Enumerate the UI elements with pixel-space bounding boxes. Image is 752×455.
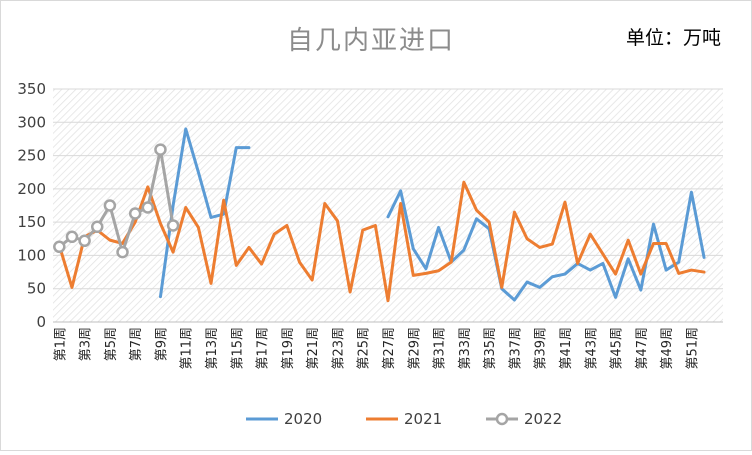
y-tick-label: 50 [27, 280, 46, 298]
x-tick-label: 第35周 [483, 327, 498, 370]
data-point [78, 234, 91, 248]
y-tick-label: 200 [17, 180, 46, 198]
x-tick-label: 第11周 [180, 327, 195, 370]
data-point [65, 230, 79, 244]
legend-label: 2022 [524, 410, 562, 428]
legend-item-2020: 2020 [246, 410, 322, 428]
unit-label: 单位：万吨 [626, 27, 721, 49]
x-tick-label: 第31周 [433, 327, 448, 370]
x-tick-label: 第13周 [205, 327, 220, 370]
x-tick-label: 第41周 [559, 327, 574, 370]
series-line-2021 [57, 180, 706, 303]
data-point [128, 207, 142, 220]
series-2021 [57, 180, 706, 303]
x-tick-label: 第25周 [357, 327, 372, 370]
legend-item-2021: 2021 [366, 410, 442, 428]
x-tick-label: 第49周 [660, 327, 675, 370]
y-tick-label: 250 [17, 147, 46, 165]
x-tick-label: 第23周 [331, 327, 346, 370]
chart-title: 自几内亚进口 [287, 26, 455, 56]
series-2020 [158, 127, 706, 302]
legend-marker [495, 412, 509, 426]
y-tick-label: 100 [17, 246, 46, 264]
x-tick-label: 第47周 [635, 327, 650, 370]
x-tick-label: 第19周 [281, 327, 296, 370]
x-tick-label: 第15周 [230, 327, 245, 370]
y-tick-label: 150 [17, 213, 46, 231]
x-tick-label: 第5周 [104, 327, 119, 361]
legend: 2020 2021 2022 [246, 410, 562, 428]
x-tick-label: 第39周 [534, 327, 549, 370]
x-tick-label: 第1周 [53, 327, 68, 361]
x-tick-label: 第27周 [382, 327, 397, 370]
x-tick-label: 第45周 [610, 327, 625, 370]
x-tick-label: 第51周 [685, 327, 700, 370]
series-line-2022 [57, 148, 175, 254]
x-tick-label: 第7周 [129, 327, 144, 361]
data-point [154, 143, 167, 156]
legend-item-2022: 2022 [486, 410, 562, 428]
x-tick-label: 第21周 [306, 327, 321, 370]
y-axis-ticks: 0 50 100 150 200 250 300 350 [17, 80, 46, 331]
data-point [141, 201, 155, 214]
x-tick-label: 第17周 [256, 327, 271, 370]
data-point [90, 220, 104, 234]
x-tick-label: 第43周 [584, 327, 599, 370]
data-point [53, 240, 66, 254]
legend-label: 2020 [284, 410, 322, 428]
series-2022 [53, 143, 180, 259]
series-line-2020 [158, 127, 706, 302]
y-tick-label: 300 [17, 113, 46, 131]
y-tick-label: 0 [36, 313, 46, 331]
x-tick-label: 第29周 [407, 327, 422, 370]
data-point [166, 219, 180, 232]
legend-label: 2021 [404, 410, 442, 428]
y-tick-label: 350 [17, 80, 46, 98]
data-point [116, 245, 129, 259]
x-tick-label: 第33周 [458, 327, 473, 370]
series-lines [53, 127, 706, 303]
data-point [103, 199, 117, 212]
x-tick-label: 第3周 [79, 327, 94, 361]
x-axis-ticks: 第1周 第3周 第5周 第7周 第9周 第11周 第13周 第15周 第17周 第19周 第21周第… [53, 327, 700, 370]
x-tick-label: 第9周 [154, 327, 169, 361]
x-tick-label: 第37周 [508, 327, 523, 370]
